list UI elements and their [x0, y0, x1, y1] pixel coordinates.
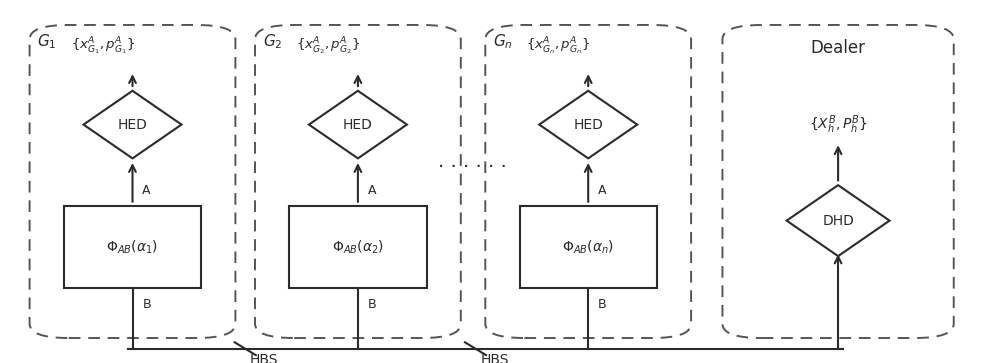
Text: $\{x_{G_2}^A, p_{G_2}^A\}$: $\{x_{G_2}^A, p_{G_2}^A\}$: [296, 36, 360, 57]
Text: DHD: DHD: [822, 214, 854, 228]
Bar: [64, 207, 201, 288]
Polygon shape: [539, 91, 637, 158]
Text: HBS: HBS: [480, 353, 509, 363]
Text: $G_2$: $G_2$: [263, 32, 282, 51]
Text: B: B: [368, 298, 376, 311]
Text: $G_n$: $G_n$: [493, 32, 513, 51]
Bar: [289, 207, 426, 288]
Text: A: A: [142, 184, 151, 197]
Text: $\{x_{G_1}^A, p_{G_1}^A\}$: $\{x_{G_1}^A, p_{G_1}^A\}$: [71, 36, 135, 57]
Text: A: A: [368, 184, 376, 197]
Text: $\Phi_{AB}(\alpha_1)$: $\Phi_{AB}(\alpha_1)$: [106, 238, 159, 256]
Text: B: B: [598, 298, 607, 311]
Text: $G_1$: $G_1$: [37, 32, 57, 51]
Polygon shape: [309, 91, 407, 158]
Text: $\Phi_{AB}(\alpha_n)$: $\Phi_{AB}(\alpha_n)$: [562, 238, 614, 256]
Polygon shape: [84, 91, 182, 158]
Polygon shape: [787, 185, 890, 256]
Text: $\Phi_{AB}(\alpha_2)$: $\Phi_{AB}(\alpha_2)$: [332, 238, 384, 256]
Text: $\{x_{G_n}^A, p_{G_n}^A\}$: $\{x_{G_n}^A, p_{G_n}^A\}$: [526, 36, 591, 57]
Bar: [520, 207, 657, 288]
Text: $\{X_h^B, P_h^B\}$: $\{X_h^B, P_h^B\}$: [809, 113, 868, 136]
Text: · · · · · ·: · · · · · ·: [438, 158, 507, 177]
Text: HBS: HBS: [250, 353, 279, 363]
Text: A: A: [598, 184, 606, 197]
Text: HED: HED: [573, 118, 603, 131]
Text: B: B: [142, 298, 151, 311]
Text: HED: HED: [343, 118, 373, 131]
Text: HED: HED: [118, 118, 147, 131]
Text: Dealer: Dealer: [811, 39, 866, 57]
